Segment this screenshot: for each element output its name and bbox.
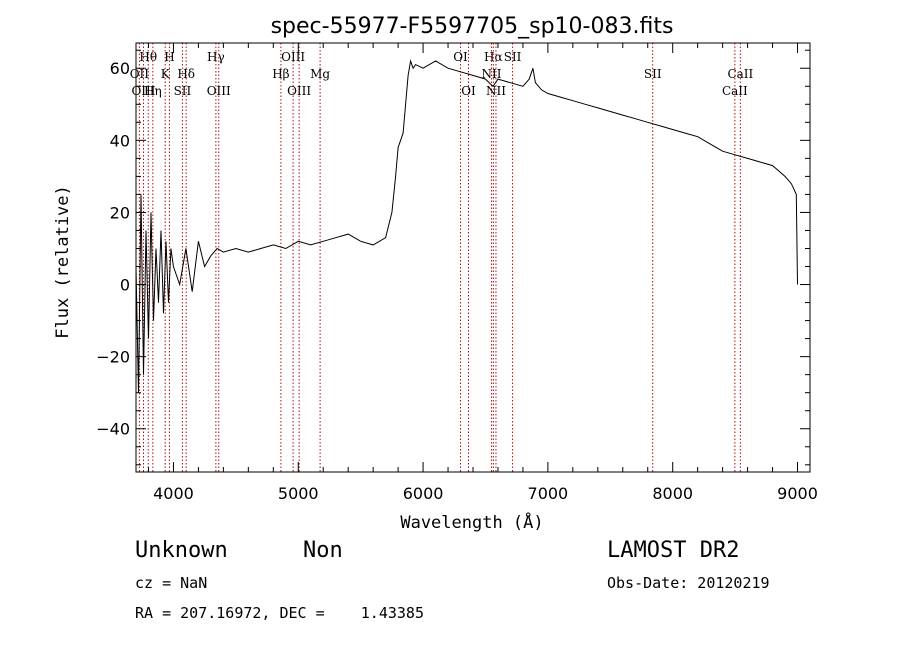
spectral-class: Unknown (135, 538, 228, 563)
spectral-line-label: OIII (207, 84, 231, 98)
spectral-line-label: CaII (722, 84, 748, 98)
y-tick-label: −40 (96, 420, 130, 439)
spectral-line-label: NII (486, 84, 506, 98)
observation-date: Obs-Date: 20120219 (607, 574, 770, 592)
x-tick-label: 4000 (153, 484, 194, 503)
y-tick-label: 0 (120, 276, 130, 295)
spectral-line-label: NII (481, 67, 501, 81)
spectral-line-label: Hβ (272, 67, 289, 81)
spectral-subclass: Non (303, 538, 343, 563)
x-tick-label: 7000 (528, 484, 569, 503)
ra-dec-coordinates: RA = 207.16972, DEC = 1.43385 (135, 604, 424, 622)
spectral-line-label: OI (461, 84, 476, 98)
x-tick-label: 8000 (652, 484, 693, 503)
x-tick-label: 5000 (278, 484, 319, 503)
spectral-line-label: SII (174, 84, 192, 98)
spectral-line-label: Mg (310, 67, 330, 81)
spectral-line-label: Hα (484, 50, 503, 64)
series-layer (135, 59, 798, 393)
y-axis-label: Flux (relative) (53, 185, 73, 339)
chart-title: spec-55977-F5597705_sp10-083.fits (271, 14, 674, 39)
spectral-line-label: K (161, 67, 171, 81)
survey-name: LAMOST DR2 (607, 538, 740, 563)
y-tick-label: −20 (96, 348, 130, 367)
spectral-line-label: OIII (287, 84, 311, 98)
spectral-line-label: Hθ (139, 50, 157, 64)
axis-ticks: 4000 5000 6000 7000 8000 9000 −40 −20 0 20 40 60 (96, 43, 818, 503)
redshift-cz: cz = NaN (135, 574, 208, 592)
y-tick-label: 20 (110, 203, 130, 222)
spectral-line-label: SII (644, 67, 662, 81)
spectral-line-label: Hδ (177, 67, 195, 81)
spectral-line-label: CaII (727, 67, 753, 81)
plot-frame (135, 42, 811, 473)
x-axis-label: Wavelength (Å) (400, 511, 543, 533)
spectral-line-label: H (164, 50, 174, 64)
spectral-line-label: OII (130, 67, 150, 81)
y-tick-label: 40 (110, 131, 130, 150)
spectral-line-label: Hη (144, 84, 162, 98)
y-tick-label: 60 (110, 59, 130, 78)
spectral-line-label: OIII (281, 50, 305, 64)
x-tick-label: 6000 (403, 484, 444, 503)
spectral-line-label: OI (453, 50, 468, 64)
spectrum-series-line (135, 59, 798, 393)
spectral-line-label: SII (504, 50, 522, 64)
spectral-line-label: Hγ (207, 50, 225, 64)
x-tick-label: 9000 (777, 484, 818, 503)
spectral-line-label: OIII (131, 84, 155, 98)
